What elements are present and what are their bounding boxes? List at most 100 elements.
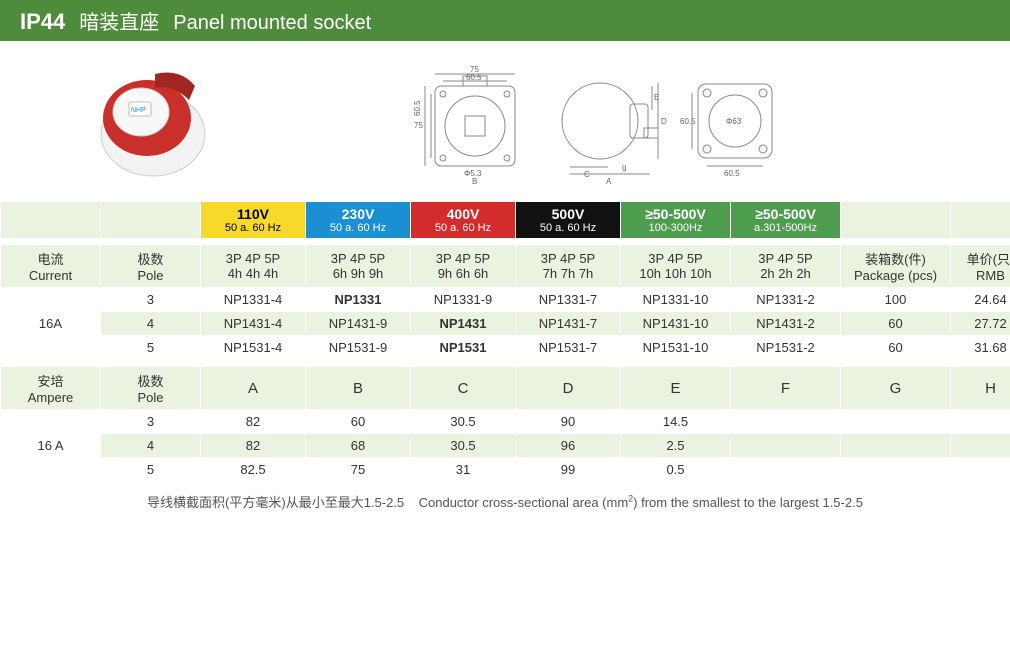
- diagram-mount: Φ63 60.5 60.5: [680, 56, 790, 186]
- cell: 100: [841, 288, 951, 312]
- col-110: 3P 4P 5P4h 4h 4h: [201, 245, 306, 288]
- dim-row-3: 5 82.5 75 31 99 0.5: [1, 458, 1010, 482]
- spec-row-3: 5 NP1531-4 NP1531-9 NP1531 NP1531-7 NP15…: [1, 336, 1010, 360]
- cell: NP1331-2: [731, 288, 841, 312]
- title-cn: 暗装直座: [79, 6, 159, 35]
- spec-row-1: 16A 3 NP1331-4 NP1331 NP1331-9 NP1331-7 …: [1, 288, 1010, 312]
- svg-text:60.5: 60.5: [680, 117, 696, 126]
- cell: NP1531-2: [731, 336, 841, 360]
- cell: [731, 458, 841, 482]
- col-pole: 极数Pole: [101, 367, 201, 410]
- vh-empty: [1, 202, 101, 239]
- cell: [951, 410, 1010, 434]
- spec-table: 110V50 a. 60 Hz 230V50 a. 60 Hz 400V50 a…: [0, 201, 1010, 360]
- svg-text:60.5: 60.5: [724, 169, 740, 178]
- cell: NP1531-4: [201, 336, 306, 360]
- cell-pole: 3: [101, 288, 201, 312]
- cell: NP1431-7: [516, 312, 621, 336]
- svg-text:g: g: [622, 163, 626, 172]
- tech-diagrams: 75 60.5 75 60.5 Φ5.3 B A C g D E Φ63 60.…: [410, 56, 790, 186]
- cell: NP1531-7: [516, 336, 621, 360]
- svg-text:75: 75: [414, 121, 423, 130]
- cell: [731, 410, 841, 434]
- title-bar: IP44 暗装直座 Panel mounted socket: [0, 0, 1010, 41]
- dimension-table: 安培Ampere 极数Pole A B C D E F G H 16 A 3 8…: [0, 366, 1010, 482]
- cell: 24.64: [951, 288, 1010, 312]
- svg-text:A: A: [606, 177, 612, 186]
- vh-230: 230V50 a. 60 Hz: [306, 202, 411, 239]
- svg-text:Φ63: Φ63: [726, 117, 742, 126]
- cell: NP1431-10: [621, 312, 731, 336]
- col-400: 3P 4P 5P9h 6h 6h: [411, 245, 516, 288]
- dim-row-1: 16 A 3 82 60 30.5 90 14.5: [1, 410, 1010, 434]
- svg-text:B: B: [472, 177, 477, 186]
- vh-400: 400V50 a. 60 Hz: [411, 202, 516, 239]
- cell: 82: [201, 434, 306, 458]
- cell: 31: [411, 458, 516, 482]
- cell: 60: [306, 410, 411, 434]
- cell: [841, 434, 951, 458]
- cell: NP1431: [411, 312, 516, 336]
- col-E: E: [621, 367, 731, 410]
- cell: 31.68: [951, 336, 1010, 360]
- cell: 30.5: [411, 410, 516, 434]
- col-50a: 3P 4P 5P10h 10h 10h: [621, 245, 731, 288]
- cell-pole: 4: [101, 312, 201, 336]
- cell: 68: [306, 434, 411, 458]
- cell: [841, 458, 951, 482]
- cell: NP1531-9: [306, 336, 411, 360]
- cell: 27.72: [951, 312, 1010, 336]
- voltage-header-row: 110V50 a. 60 Hz 230V50 a. 60 Hz 400V50 a…: [1, 202, 1010, 239]
- vh-empty: [951, 202, 1010, 239]
- col-current: 电流Current: [1, 245, 101, 288]
- svg-text:60.5: 60.5: [413, 100, 422, 116]
- socket-illustration: NHP: [85, 56, 225, 186]
- vh-110: 110V50 a. 60 Hz: [201, 202, 306, 239]
- svg-text:C: C: [584, 170, 590, 179]
- diagram-front: 75 60.5 75 60.5 Φ5.3 B: [410, 56, 540, 186]
- diagram-side: A C g D E: [550, 56, 670, 186]
- dim-header-row: 安培Ampere 极数Pole A B C D E F G H: [1, 367, 1010, 410]
- product-photo: NHP: [80, 51, 230, 191]
- svg-text:NHP: NHP: [131, 107, 146, 114]
- cell: [951, 434, 1010, 458]
- cell: NP1431-4: [201, 312, 306, 336]
- cell: [731, 434, 841, 458]
- col-D: D: [516, 367, 621, 410]
- svg-text:60.5: 60.5: [466, 73, 482, 82]
- cell: NP1431-9: [306, 312, 411, 336]
- cell: [951, 458, 1010, 482]
- cell: 0.5: [621, 458, 731, 482]
- svg-text:E: E: [654, 93, 659, 102]
- cell: NP1331: [306, 288, 411, 312]
- vh-empty: [101, 202, 201, 239]
- col-H: H: [951, 367, 1010, 410]
- ip-code: IP44: [20, 9, 65, 35]
- spec-row-2: 4 NP1431-4 NP1431-9 NP1431 NP1431-7 NP14…: [1, 312, 1010, 336]
- col-rmb: 单价(只)RMB: [951, 245, 1010, 288]
- cell-pole: 3: [101, 410, 201, 434]
- cell: 96: [516, 434, 621, 458]
- col-230: 3P 4P 5P6h 9h 9h: [306, 245, 411, 288]
- cell: NP1331-10: [621, 288, 731, 312]
- col-C: C: [411, 367, 516, 410]
- vh-50-500b: ≥50-500Va.301-500Hz: [731, 202, 841, 239]
- cell: [841, 410, 951, 434]
- col-pkg: 装箱数(件)Package (pcs): [841, 245, 951, 288]
- cell-pole: 5: [101, 336, 201, 360]
- cell: 2.5: [621, 434, 731, 458]
- image-row: NHP 75 60.5 75 60.5 Φ5.3 B A C g D E: [0, 41, 1010, 201]
- cell: 30.5: [411, 434, 516, 458]
- footnote: 导线横截面积(平方毫米)从最小至最大1.5-2.5 Conductor cros…: [0, 482, 1010, 525]
- cell-ampere: 16 A: [1, 410, 101, 482]
- cell-current: 16A: [1, 288, 101, 360]
- cell: 82: [201, 410, 306, 434]
- col-pole: 极数Pole: [101, 245, 201, 288]
- footnote-en-a: Conductor cross-sectional area (mm: [419, 495, 629, 510]
- col-G: G: [841, 367, 951, 410]
- cell: NP1331-9: [411, 288, 516, 312]
- col-B: B: [306, 367, 411, 410]
- cell: NP1331-7: [516, 288, 621, 312]
- col-ampere: 安培Ampere: [1, 367, 101, 410]
- footnote-en-b: ) from the smallest to the largest 1.5-2…: [633, 495, 863, 510]
